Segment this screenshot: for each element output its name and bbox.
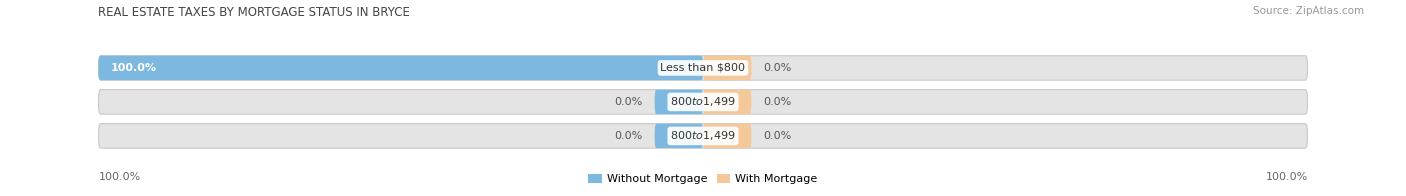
Text: 100.0%: 100.0%: [98, 172, 141, 182]
FancyBboxPatch shape: [98, 124, 1308, 148]
Text: Source: ZipAtlas.com: Source: ZipAtlas.com: [1253, 6, 1364, 16]
FancyBboxPatch shape: [655, 90, 703, 114]
Text: 0.0%: 0.0%: [614, 97, 643, 107]
Text: Less than $800: Less than $800: [661, 63, 745, 73]
Text: 0.0%: 0.0%: [763, 131, 792, 141]
Text: 100.0%: 100.0%: [1265, 172, 1308, 182]
FancyBboxPatch shape: [98, 90, 1308, 114]
Text: 0.0%: 0.0%: [763, 97, 792, 107]
FancyBboxPatch shape: [703, 90, 751, 114]
Text: REAL ESTATE TAXES BY MORTGAGE STATUS IN BRYCE: REAL ESTATE TAXES BY MORTGAGE STATUS IN …: [98, 6, 411, 19]
FancyBboxPatch shape: [98, 56, 1308, 80]
Text: 0.0%: 0.0%: [614, 131, 643, 141]
Text: 0.0%: 0.0%: [763, 63, 792, 73]
Text: $800 to $1,499: $800 to $1,499: [671, 95, 735, 108]
Text: 100.0%: 100.0%: [111, 63, 156, 73]
FancyBboxPatch shape: [655, 124, 703, 148]
Text: $800 to $1,499: $800 to $1,499: [671, 129, 735, 142]
FancyBboxPatch shape: [703, 56, 751, 80]
FancyBboxPatch shape: [703, 124, 751, 148]
FancyBboxPatch shape: [98, 56, 703, 80]
Legend: Without Mortgage, With Mortgage: Without Mortgage, With Mortgage: [583, 169, 823, 189]
